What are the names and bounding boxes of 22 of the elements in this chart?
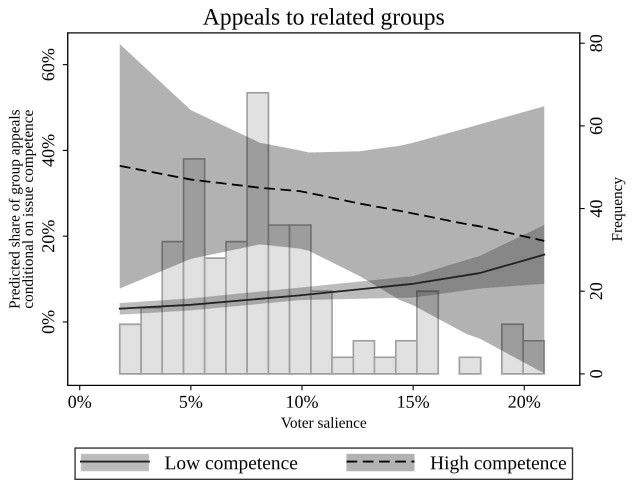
x-tick-label: 15%: [398, 396, 430, 408]
y2-tick-label: 80: [590, 34, 602, 52]
y-tick-label: 20%: [42, 220, 54, 252]
y-tick-label: 60%: [42, 48, 54, 80]
x-tick-label: 5%: [180, 396, 202, 408]
chart-title: Appeals to related groups: [203, 8, 444, 30]
legend-label: Low competence: [165, 456, 298, 474]
y-tick-label: 0%: [42, 310, 54, 334]
y-tick-label: 40%: [42, 134, 54, 167]
x-tick-label: 10%: [287, 396, 318, 408]
line-series: [118, 254, 546, 310]
y-axis-title: Predicted share of group appeals conditional on issue competence: [8, 110, 36, 308]
x-tick-label: 20%: [508, 396, 540, 408]
y2-tick-label: 20: [590, 282, 602, 300]
y2-tick-label: 40: [590, 200, 602, 218]
y2-axis-title: Frequency: [612, 176, 626, 241]
line-series: [118, 164, 546, 242]
y2-tick-label: 0: [590, 370, 602, 378]
y2-tick-label: 60: [590, 118, 602, 134]
x-axis-title: Voter salience: [281, 417, 366, 428]
x-tick-label: 0%: [68, 396, 92, 408]
legend-label: High competence: [430, 456, 566, 474]
